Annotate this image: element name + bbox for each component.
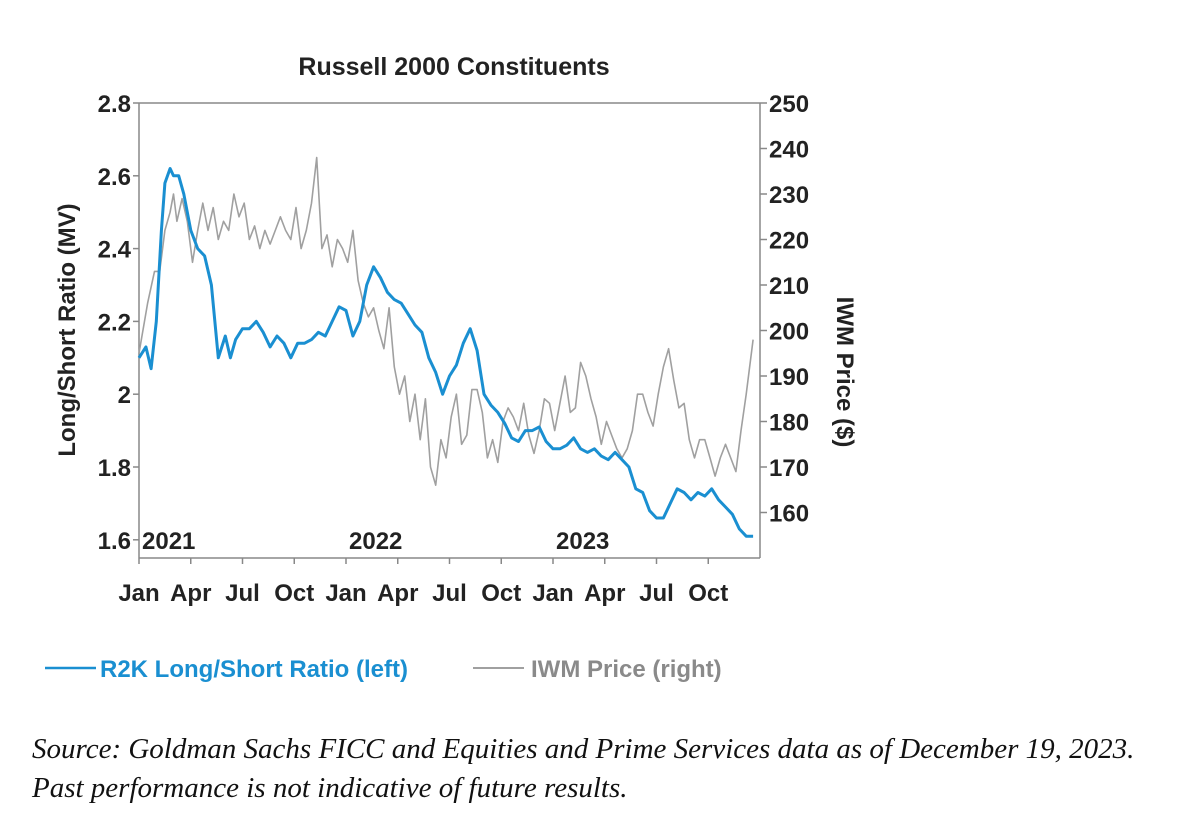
x-tick-label: Apr bbox=[377, 580, 418, 607]
left-tick-label: 2 bbox=[118, 382, 131, 409]
year-label: 2021 bbox=[142, 528, 195, 555]
legend-label-ratio: R2K Long/Short Ratio (left) bbox=[100, 656, 408, 683]
left-axis: 2.8 2.6 2.4 2.2 2 1.8 1.6 bbox=[98, 91, 139, 555]
right-tick-label: 210 bbox=[769, 273, 809, 300]
left-tick-label: 1.8 bbox=[98, 455, 131, 482]
legend-label-iwm: IWM Price (right) bbox=[531, 656, 722, 683]
plot-area bbox=[138, 102, 761, 559]
legend: R2K Long/Short Ratio (left) IWM Price (r… bbox=[45, 656, 722, 683]
right-tick-label: 250 bbox=[769, 91, 809, 118]
right-tick-label: 170 bbox=[769, 455, 809, 482]
right-tick-label: 230 bbox=[769, 182, 809, 209]
x-tick-label: Apr bbox=[584, 580, 625, 607]
series-layer bbox=[137, 156, 754, 538]
right-tick-label: 180 bbox=[769, 410, 809, 437]
x-tick-label: Oct bbox=[274, 580, 314, 607]
left-tick-label: 2.8 bbox=[98, 91, 131, 118]
left-tick-label: 2.6 bbox=[98, 164, 131, 191]
year-label: 2022 bbox=[349, 528, 402, 555]
right-tick-label: 220 bbox=[769, 228, 809, 255]
chart: Russell 2000 Constituents 2.82.62.42.221… bbox=[45, 53, 858, 683]
right-tick-label: 200 bbox=[769, 319, 809, 346]
right-axis: 250 240 230 220 210 200 190 180 170 160 bbox=[760, 91, 809, 528]
right-axis-title: IWM Price ($) bbox=[831, 297, 858, 448]
x-tick-label: Jul bbox=[432, 580, 467, 607]
year-labels: 2021 2022 2023 bbox=[142, 528, 609, 555]
left-axis-title: Long/Short Ratio (MV) bbox=[54, 203, 81, 456]
x-tick-label: Apr bbox=[170, 580, 211, 607]
x-tick-label: Oct bbox=[481, 580, 521, 607]
right-tick-label: 190 bbox=[769, 364, 809, 391]
series-line-iwm bbox=[138, 156, 754, 487]
x-tick-label: Jan bbox=[325, 580, 366, 607]
x-tick-label: Jul bbox=[225, 580, 260, 607]
year-label: 2023 bbox=[556, 528, 609, 555]
right-tick-label: 160 bbox=[769, 501, 809, 528]
left-tick-label: 1.6 bbox=[98, 528, 131, 555]
x-tick-label: Jan bbox=[532, 580, 573, 607]
left-tick-label: 2.4 bbox=[98, 237, 132, 264]
series-line-ratio bbox=[137, 167, 754, 538]
right-tick-label: 240 bbox=[769, 137, 809, 164]
x-axis: Jan Apr Jul Oct Jan Apr Jul Oct Jan Apr Jul Oct bbox=[118, 558, 728, 607]
x-tick-label: Oct bbox=[688, 580, 728, 607]
x-tick-label: Jan bbox=[118, 580, 159, 607]
left-tick-label: 2.2 bbox=[98, 309, 131, 336]
chart-title: Russell 2000 Constituents bbox=[298, 53, 609, 81]
source-note: Source: Goldman Sachs FICC and Equities … bbox=[32, 733, 1135, 804]
x-tick-label: Jul bbox=[639, 580, 674, 607]
